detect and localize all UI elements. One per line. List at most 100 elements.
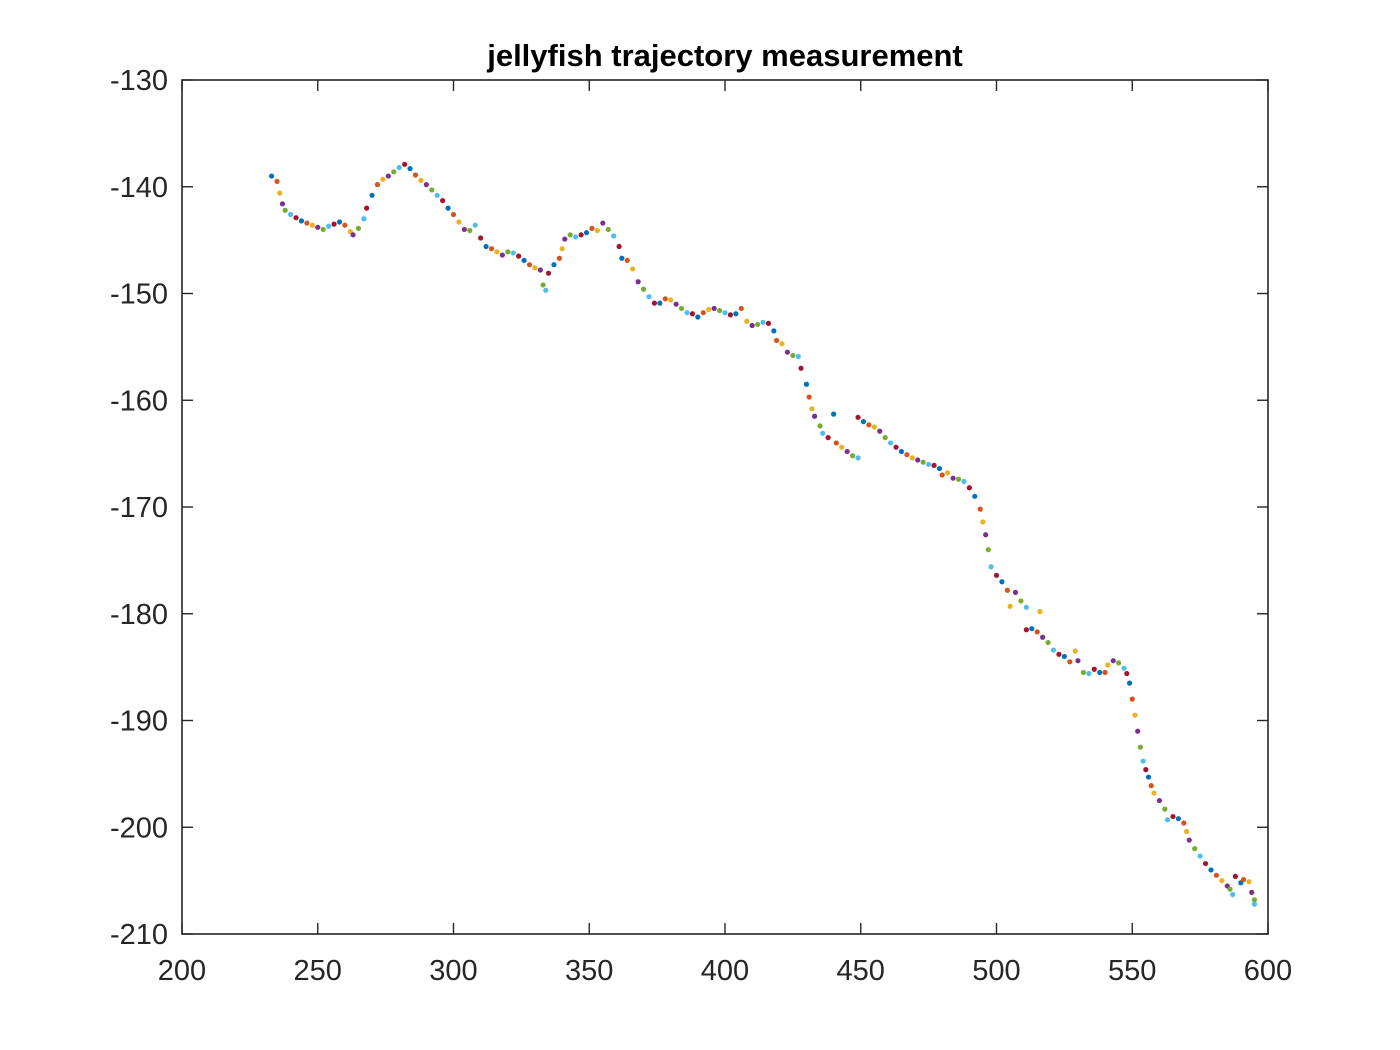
data-point	[1240, 876, 1247, 883]
data-point	[630, 266, 636, 272]
data-point	[342, 222, 348, 228]
data-point	[1145, 774, 1152, 780]
data-point	[727, 312, 734, 318]
data-point	[494, 249, 500, 255]
data-point	[543, 287, 549, 293]
data-point	[1132, 712, 1138, 718]
data-point	[733, 311, 739, 317]
data-point	[882, 435, 888, 441]
data-point	[1197, 853, 1203, 859]
data-point	[716, 307, 723, 314]
x-tick-label: 350	[565, 955, 613, 987]
data-point	[450, 211, 457, 218]
y-tick-label: -200	[110, 812, 168, 844]
data-point	[445, 205, 451, 211]
data-point	[684, 310, 690, 316]
data-point	[1105, 662, 1111, 668]
data-point	[820, 430, 826, 436]
data-point	[972, 493, 978, 499]
data-point	[268, 173, 275, 179]
data-point	[988, 564, 994, 570]
data-point	[646, 294, 652, 300]
data-point	[888, 440, 894, 446]
data-point	[817, 423, 823, 429]
data-point	[1080, 669, 1086, 676]
data-point	[309, 222, 315, 228]
data-point	[573, 234, 579, 240]
data-point	[594, 227, 600, 234]
y-tick-label: -190	[110, 706, 168, 738]
data-point	[1251, 901, 1258, 907]
data-point	[657, 300, 663, 306]
data-point	[855, 455, 861, 461]
data-point	[980, 519, 986, 525]
data-point	[831, 411, 837, 417]
data-point	[559, 246, 565, 252]
data-point	[279, 201, 286, 207]
data-point	[1050, 647, 1057, 653]
y-tick-label: -140	[110, 172, 168, 204]
data-point	[1164, 817, 1171, 823]
data-point	[985, 547, 991, 553]
data-point	[999, 579, 1005, 585]
data-point	[478, 235, 484, 241]
data-point	[412, 172, 419, 178]
data-point	[909, 455, 915, 461]
data-point	[516, 253, 522, 259]
data-point	[950, 475, 956, 481]
data-point	[288, 211, 294, 218]
data-point	[537, 267, 543, 273]
data-point	[1034, 629, 1040, 635]
data-point	[364, 205, 370, 211]
data-point	[945, 470, 951, 476]
data-point	[939, 472, 945, 478]
data-point	[467, 227, 473, 234]
data-point	[893, 444, 899, 450]
y-axis: -130 -140 -150 -160 -170 -180 -190 -200 -210	[110, 65, 1268, 951]
data-point	[551, 262, 557, 268]
data-point	[385, 173, 391, 179]
data-point	[282, 207, 288, 213]
data-point	[673, 301, 679, 307]
data-point	[1227, 886, 1233, 892]
data-point	[754, 321, 761, 328]
data-point	[790, 352, 796, 359]
data-point	[798, 365, 804, 371]
data-point	[1086, 670, 1092, 677]
y-tick-label: -180	[110, 599, 168, 631]
data-point	[624, 257, 630, 264]
data-point	[589, 225, 595, 231]
data-point	[391, 169, 397, 175]
data-point	[315, 224, 321, 230]
data-point	[320, 226, 326, 233]
data-point	[1040, 634, 1046, 640]
data-point	[578, 232, 584, 238]
data-point	[1251, 897, 1258, 903]
data-point	[795, 353, 801, 360]
data-point	[825, 435, 831, 441]
data-point	[749, 322, 755, 329]
data-point	[809, 406, 815, 412]
data-point	[926, 461, 932, 467]
data-point	[1143, 767, 1149, 773]
data-point	[1151, 790, 1157, 796]
data-point	[423, 182, 429, 188]
data-point	[1037, 609, 1043, 615]
data-point	[1213, 872, 1220, 878]
data-point	[1232, 873, 1239, 879]
data-point	[1183, 828, 1190, 835]
data-point	[600, 220, 606, 226]
data-point	[700, 310, 706, 316]
data-point	[567, 232, 573, 238]
x-tick-label: 300	[429, 955, 477, 987]
data-point	[1170, 813, 1176, 820]
data-point	[1202, 860, 1209, 867]
data-point	[1137, 744, 1143, 750]
data-point	[1192, 846, 1198, 852]
data-point	[1018, 598, 1024, 604]
data-point	[706, 306, 712, 313]
data-point	[374, 182, 381, 188]
data-point	[1249, 889, 1255, 895]
data-point	[1181, 820, 1187, 826]
data-point	[350, 232, 356, 238]
